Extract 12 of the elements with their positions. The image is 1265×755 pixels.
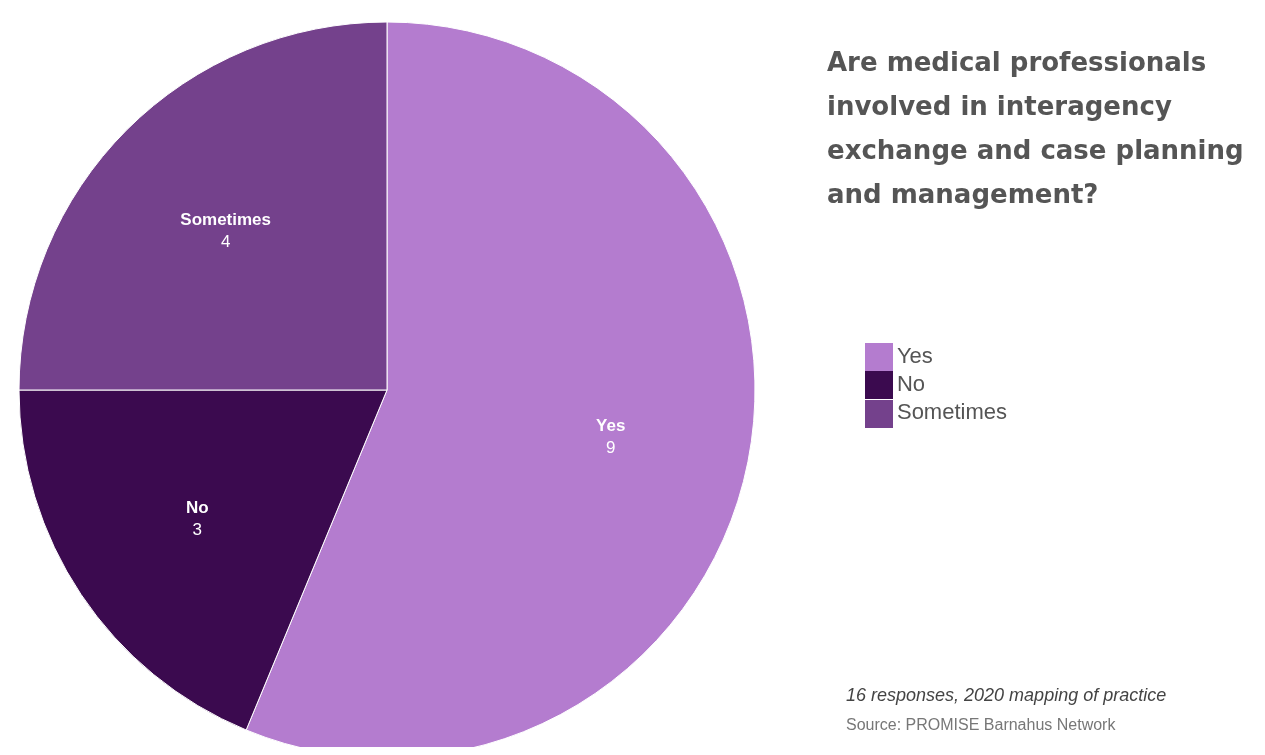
- legend-label: Sometimes: [896, 399, 1007, 425]
- legend-label: No: [896, 371, 926, 397]
- data-label: 3: [192, 519, 203, 539]
- text: 16 responses, 2020 mapping of practice: [846, 684, 1168, 707]
- slice-label: Yes: [596, 415, 626, 435]
- data-label: 4: [220, 231, 231, 251]
- data-label: 9: [606, 437, 616, 457]
- text: Are medical professionals involved in interagency exchange and case planning and management?: [827, 46, 1245, 211]
- legend-label: Yes: [896, 343, 933, 368]
- slice-label: No: [185, 497, 209, 517]
- source-note: Source: PROMISE Barnahus Network: [846, 715, 1117, 735]
- slice-label: Sometimes: [180, 209, 272, 229]
